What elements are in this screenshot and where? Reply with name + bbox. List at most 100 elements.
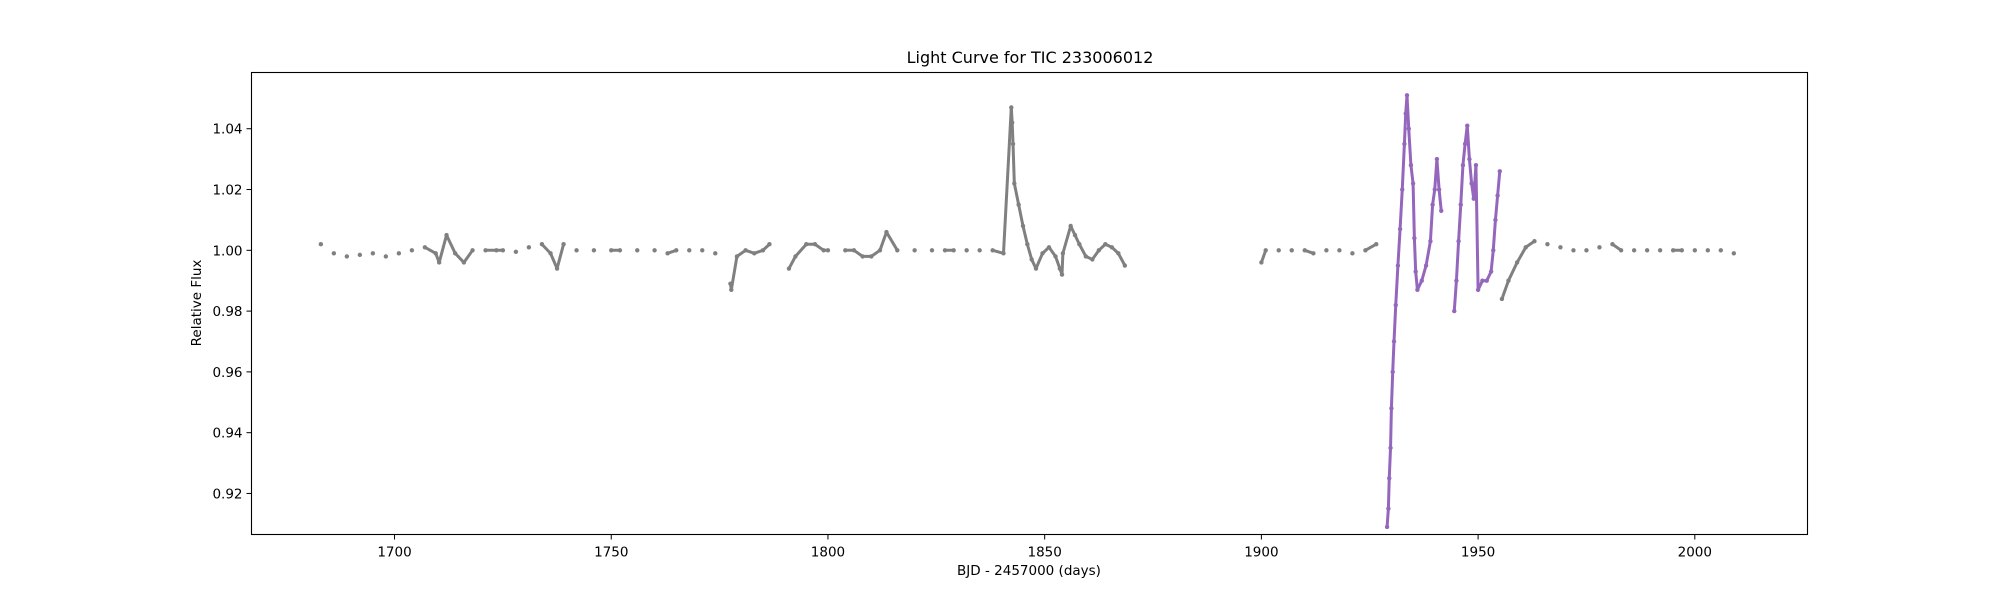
data-segment [1496, 169, 1502, 198]
data-point [318, 242, 324, 247]
data-segment [1506, 260, 1519, 283]
data-point [1545, 242, 1550, 247]
data-segment [1061, 224, 1073, 255]
x-tick-label: 1800 [811, 545, 845, 561]
data-point [1657, 248, 1663, 253]
data-segment [1465, 124, 1471, 161]
data-segment [1398, 188, 1404, 231]
y-tick-label: 0.96 [212, 365, 242, 381]
y-tick-label: 0.98 [212, 304, 242, 320]
chart-title: Light Curve for TIC 233006012 [907, 48, 1154, 67]
x-tick-label: 1900 [1244, 545, 1278, 561]
data-segment [1116, 251, 1127, 268]
data-point [331, 251, 337, 256]
data-segment [1017, 203, 1025, 228]
data-point [396, 251, 402, 256]
data-point [713, 251, 718, 256]
data-point [1263, 248, 1268, 253]
data-point [977, 248, 982, 253]
data-segment [1489, 248, 1495, 274]
data-segment [1409, 163, 1415, 185]
plot-marks [318, 93, 1737, 530]
data-segment [555, 242, 566, 271]
data-segment [1467, 157, 1474, 185]
data-segment [1025, 242, 1034, 261]
x-tick-label: 2000 [1678, 545, 1712, 561]
data-point [1558, 245, 1563, 250]
data-segment [729, 254, 739, 292]
data-point [687, 248, 692, 253]
data-segment [1454, 239, 1461, 283]
data-point [1350, 251, 1355, 256]
data-segment [1385, 507, 1390, 529]
data-point [561, 242, 566, 247]
data-segment [1001, 105, 1013, 255]
data-point [574, 248, 579, 253]
data-point [964, 248, 969, 253]
data-point [470, 248, 475, 253]
data-point [1497, 169, 1502, 174]
data-segment [1386, 476, 1391, 511]
data-segment [1394, 264, 1400, 307]
data-point [1718, 248, 1724, 253]
data-segment [462, 248, 475, 264]
data-point [1122, 263, 1128, 268]
data-segment [1009, 105, 1014, 125]
y-tick-label: 0.94 [212, 426, 242, 442]
data-segment [1435, 157, 1441, 192]
data-point [1584, 248, 1589, 253]
data-segment [1411, 181, 1416, 240]
plot-area-frame [250, 71, 1809, 536]
data-point [1679, 248, 1685, 253]
data-segment [445, 233, 457, 255]
x-axis-label: BJD - 2457000 (days) [957, 563, 1101, 579]
data-point [1618, 248, 1624, 253]
data-point [929, 248, 935, 253]
data-segment [1414, 270, 1419, 292]
data-segment [1034, 251, 1044, 271]
data-segment [1437, 188, 1443, 213]
data-point [1705, 248, 1711, 253]
data-point [1289, 248, 1294, 253]
data-point [951, 248, 956, 253]
data-segment [1391, 339, 1396, 374]
data-point [895, 248, 900, 253]
x-tick-label: 1950 [1461, 545, 1495, 561]
data-point [513, 249, 519, 255]
data-point [1374, 242, 1379, 247]
data-point [1597, 245, 1602, 250]
data-segment [437, 233, 449, 264]
data-segment [787, 254, 797, 271]
y-tick-label: 1.02 [212, 183, 242, 199]
data-segment [1428, 203, 1435, 243]
x-tick-label: 1700 [377, 545, 411, 561]
x-tick-label: 1750 [594, 545, 628, 561]
data-point [1644, 248, 1650, 253]
data-segment [1392, 303, 1398, 343]
data-segment [1396, 227, 1402, 268]
data-segment [1420, 264, 1428, 283]
data-segment [1389, 406, 1393, 450]
data-point [635, 248, 640, 253]
data-point [767, 242, 772, 247]
data-segment [1400, 142, 1406, 192]
data-point [1324, 248, 1329, 253]
data-segment [1012, 181, 1021, 207]
data-point [674, 248, 679, 253]
data-point [526, 245, 532, 250]
data-point [1731, 251, 1737, 256]
data-point [1337, 248, 1342, 253]
data-point [357, 252, 363, 258]
data-segment [1500, 279, 1510, 301]
x-tick-label: 1850 [1027, 545, 1061, 561]
data-point [500, 248, 506, 253]
data-segment [1010, 121, 1015, 146]
data-segment [1457, 203, 1463, 243]
data-segment [1021, 224, 1029, 246]
data-point [1631, 248, 1637, 253]
data-segment [1461, 142, 1467, 167]
y-tick-label: 0.92 [212, 486, 242, 502]
data-point [1571, 248, 1576, 253]
